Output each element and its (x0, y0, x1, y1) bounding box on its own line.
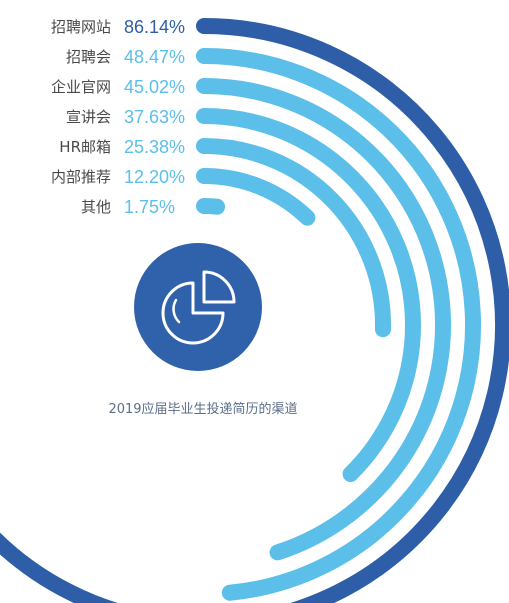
value-label: 48.47% (124, 47, 185, 67)
chart-caption: 2019应届毕业生投递简历的渠道 (108, 401, 297, 417)
arc-3 (196, 78, 451, 561)
value-label: 1.75% (124, 197, 175, 217)
icon-circle (134, 243, 262, 371)
arc-2 (196, 48, 482, 601)
value-label: 37.63% (124, 107, 185, 127)
category-label: 内部推荐 (51, 168, 111, 186)
value-label: 86.14% (124, 17, 185, 37)
arc-6 (196, 168, 316, 226)
category-label: 招聘会 (66, 48, 111, 66)
category-label: HR邮箱 (59, 138, 111, 156)
value-label: 45.02% (124, 77, 185, 97)
arc-5 (196, 138, 391, 338)
arc-4 (196, 108, 421, 482)
value-label: 12.20% (124, 167, 185, 187)
arc-1 (0, 18, 509, 603)
value-label: 25.38% (124, 137, 185, 157)
arc-7 (196, 198, 226, 215)
center-badge (134, 243, 262, 371)
label-group: 招聘网站 86.14% 招聘会 48.47% 企业官网 45.02% 宣讲会 37.63% HR… (51, 17, 185, 217)
pie-chart-icon (161, 270, 236, 345)
category-label: 企业官网 (51, 78, 111, 96)
category-label: 宣讲会 (66, 108, 111, 126)
arc-group (0, 18, 509, 603)
category-label: 其他 (81, 198, 111, 216)
category-label: 招聘网站 (51, 18, 111, 36)
